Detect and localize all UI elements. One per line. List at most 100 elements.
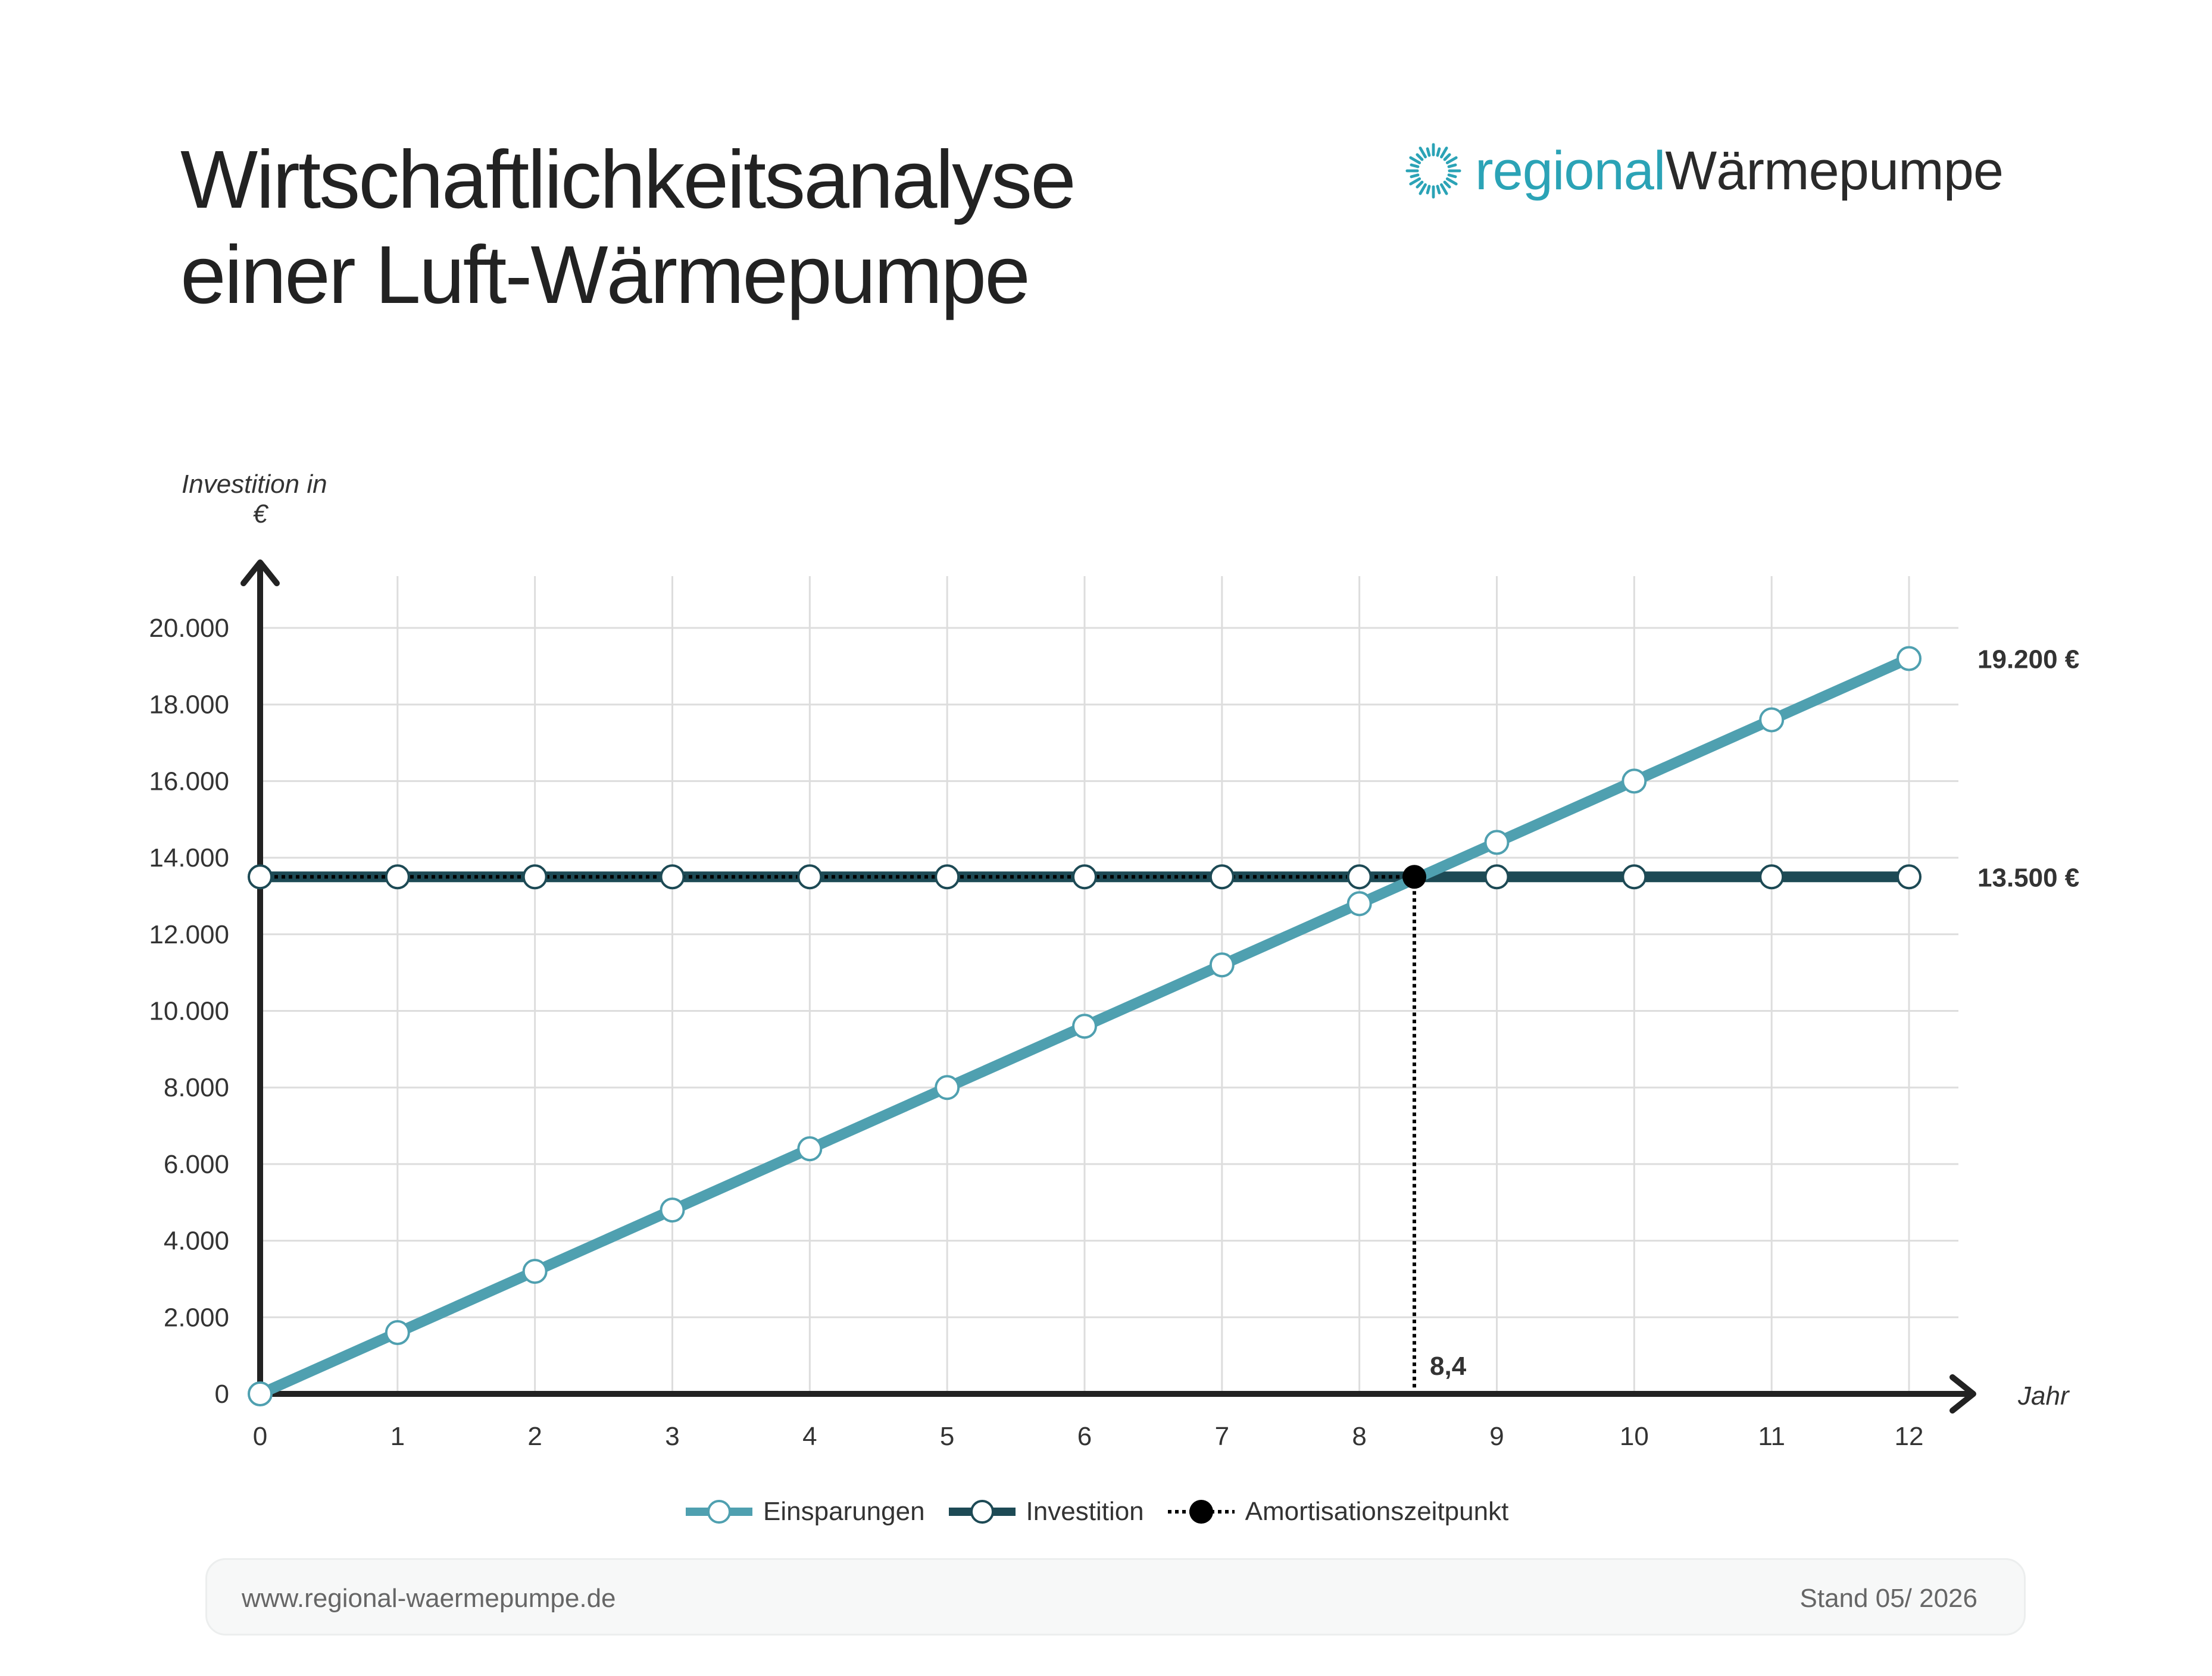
legend-marker-investition <box>948 1500 1016 1524</box>
y-tick-label: 2.000 <box>164 1303 229 1332</box>
y-axis-label-line-1: Investition in <box>182 470 327 499</box>
brand-name-part-1: regional <box>1475 140 1666 201</box>
y-tick-label: 4.000 <box>164 1227 229 1256</box>
x-tick-label: 3 <box>665 1422 679 1451</box>
y-axis-label-line-2: € <box>253 499 269 529</box>
investition-point <box>660 864 685 890</box>
investition-point <box>1346 864 1372 890</box>
legend-label-einsparungen: Einsparungen <box>763 1497 925 1526</box>
y-tick-label: 18.000 <box>149 690 229 720</box>
investition-point <box>1621 864 1647 890</box>
einsparungen-point <box>248 1381 273 1406</box>
x-tick-label: 7 <box>1215 1422 1229 1451</box>
einsparungen-point <box>797 1136 823 1162</box>
x-tick-label: 10 <box>1620 1422 1649 1451</box>
sun-burst-ray <box>1416 180 1424 189</box>
sun-burst-ray <box>1445 156 1458 164</box>
x-tick-label: 12 <box>1895 1422 1924 1451</box>
x-tick-label: 6 <box>1077 1422 1092 1451</box>
sun-burst-ray <box>1440 183 1448 195</box>
legend-item-investition[interactable]: Investition <box>946 1497 1144 1527</box>
sun-burst-ray <box>1447 163 1457 168</box>
einsparungen-point <box>1346 891 1372 917</box>
amortisation-label: 8,4 <box>1430 1352 1467 1381</box>
amortisation-point <box>1402 865 1426 889</box>
einsparungen-point <box>935 1075 960 1100</box>
x-tick-label: 11 <box>1758 1422 1785 1451</box>
sun-burst-ray <box>1410 173 1420 179</box>
sun-burst-ray <box>1416 153 1424 161</box>
investition-point <box>1072 864 1097 890</box>
einsparungen-point <box>385 1320 410 1346</box>
x-tick-label: 9 <box>1489 1422 1504 1451</box>
x-tick-label: 5 <box>940 1422 954 1451</box>
y-tick-label: 16.000 <box>149 767 229 796</box>
sun-burst-ray <box>1440 146 1448 159</box>
x-tick-label: 4 <box>802 1422 817 1451</box>
investition-point <box>1484 864 1510 890</box>
y-tick-label: 8.000 <box>164 1073 229 1102</box>
sun-burst-ray <box>1436 185 1441 195</box>
einsparungen-point <box>1484 830 1510 855</box>
footer-date: Stand 05/ 2026 <box>1799 1584 1977 1613</box>
einsparungen-end-label: 19.200 € <box>1977 645 2079 674</box>
legend-item-amortisation[interactable]: Amortisationszeitpunkt <box>1166 1497 1509 1527</box>
brand-name: regionalWärmepumpe <box>1475 140 2004 202</box>
sun-burst-ray <box>1443 180 1451 189</box>
brand-logo[interactable]: regionalWärmepumpe <box>1405 138 2004 204</box>
sun-burst-ray <box>1419 183 1427 195</box>
einsparungen-point <box>1621 768 1647 794</box>
y-tick-label: 6.000 <box>164 1150 229 1179</box>
sun-burst-ray <box>1410 163 1420 168</box>
chart-legend: Einsparungen Investition Amortisationsze… <box>683 1488 1530 1536</box>
brand-name-part-2: Wärmepumpe <box>1665 140 2004 201</box>
legend-label-investition: Investition <box>1026 1497 1144 1526</box>
investition-point <box>935 864 960 890</box>
investition-point <box>385 864 410 890</box>
y-tick-label: 14.000 <box>149 843 229 873</box>
einsparungen-point <box>1759 707 1785 733</box>
investition-point <box>248 864 273 890</box>
investition-point <box>522 864 548 890</box>
sun-burst-ray <box>1436 147 1441 157</box>
legend-marker-einsparungen <box>686 1500 752 1524</box>
sun-burst-ray <box>1426 147 1431 157</box>
footer-bar: www.regional-waermepumpe.de Stand 05/ 20… <box>205 1558 2026 1636</box>
investition-end-label: 13.500 € <box>1977 863 2079 892</box>
chart-title-line-1: Wirtschaftlichkeitsanalyse <box>180 134 1076 226</box>
x-axis-arrow <box>1949 1374 1976 1414</box>
legend-label-amortisation: Amortisationszeitpunkt <box>1245 1497 1509 1526</box>
chart-title: Wirtschaftlichkeitsanalyse einer Luft-Wä… <box>180 132 1076 323</box>
x-tick-label: 2 <box>527 1422 542 1451</box>
investition-point <box>1759 864 1785 890</box>
einsparungen-point <box>1897 646 1922 671</box>
y-axis-arrow <box>240 559 280 586</box>
einsparungen-point <box>1209 952 1235 978</box>
sun-burst-ray <box>1443 153 1451 161</box>
x-tick-label: 8 <box>1352 1422 1366 1451</box>
footer-url[interactable]: www.regional-waermepumpe.de <box>242 1584 616 1613</box>
legend-marker-amortisation <box>1167 1500 1235 1524</box>
investition-point <box>797 864 823 890</box>
sun-burst-ray <box>1447 173 1457 179</box>
sun-burst-ray <box>1426 185 1431 195</box>
investition-point <box>1209 864 1235 890</box>
investition-point <box>1897 864 1922 890</box>
x-axis-label: Jahr <box>2017 1381 2070 1411</box>
sun-burst-icon <box>1405 143 1461 199</box>
einsparungen-point <box>522 1259 548 1284</box>
y-tick-label: 20.000 <box>149 614 229 643</box>
x-tick-label: 0 <box>253 1422 267 1451</box>
x-tick-label: 1 <box>390 1422 405 1451</box>
y-tick-label: 10.000 <box>149 997 229 1026</box>
y-tick-label: 0 <box>215 1380 229 1409</box>
sun-burst-ray <box>1419 146 1427 159</box>
einsparungen-point <box>1072 1014 1097 1039</box>
sun-burst-ray <box>1445 177 1458 186</box>
legend-item-einsparungen[interactable]: Einsparungen <box>683 1497 925 1527</box>
chart-title-line-2: einer Luft-Wärmepumpe <box>180 229 1030 321</box>
einsparungen-point <box>660 1197 685 1223</box>
sun-burst-ray <box>1409 177 1421 186</box>
sun-burst-ray <box>1409 156 1421 164</box>
y-tick-label: 12.000 <box>149 920 229 949</box>
